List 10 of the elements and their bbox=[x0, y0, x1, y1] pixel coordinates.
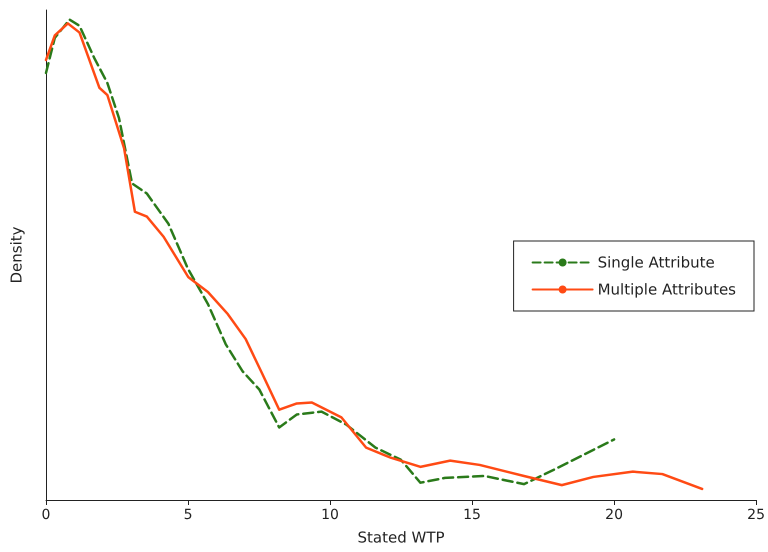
x-tick-label: 15 bbox=[463, 507, 481, 523]
x-axis-title: Stated WTP bbox=[358, 528, 445, 546]
x-tick-label: 25 bbox=[747, 507, 766, 523]
x-tick-label: 0 bbox=[42, 507, 50, 523]
x-tick-label: 20 bbox=[605, 507, 623, 523]
legend-label: Single Attribute bbox=[598, 254, 715, 272]
x-tick-label: 10 bbox=[321, 507, 339, 523]
x-tick-label: 5 bbox=[184, 507, 192, 523]
y-axis-title: Density bbox=[8, 226, 26, 284]
legend-label: Multiple Attributes bbox=[598, 280, 736, 298]
